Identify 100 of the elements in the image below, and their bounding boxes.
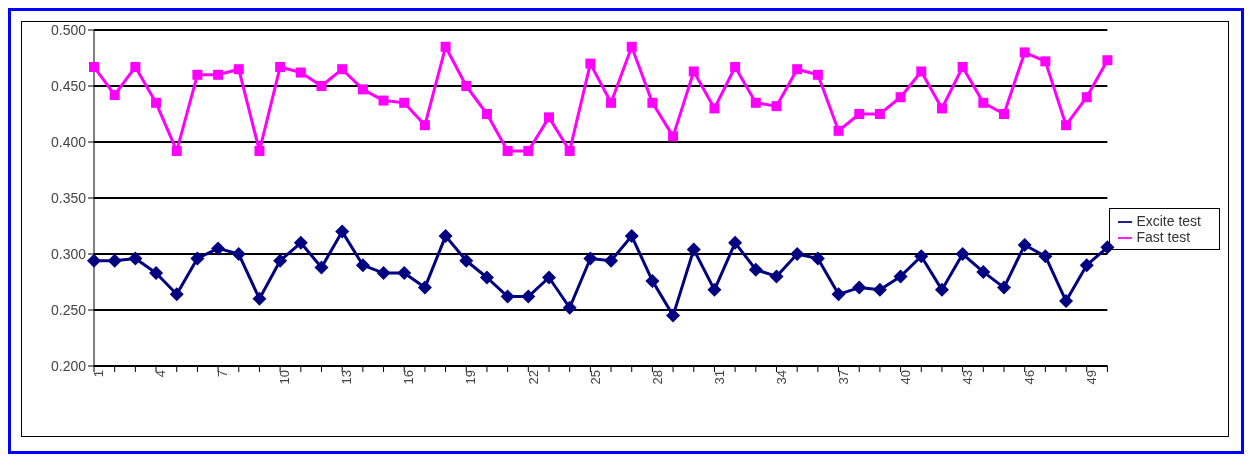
point bbox=[748, 262, 763, 277]
point bbox=[502, 145, 513, 156]
point bbox=[169, 287, 184, 302]
point bbox=[978, 97, 989, 108]
point bbox=[355, 258, 370, 273]
point bbox=[668, 131, 679, 142]
point bbox=[872, 282, 887, 297]
point bbox=[688, 66, 699, 77]
point bbox=[128, 251, 143, 266]
point bbox=[1040, 56, 1051, 67]
point bbox=[562, 300, 577, 315]
point bbox=[709, 103, 720, 114]
point bbox=[87, 253, 101, 268]
x-tick-label: 10 bbox=[277, 370, 293, 385]
x-tick-label: 1 bbox=[91, 370, 107, 378]
y-tick-label: 0.300 bbox=[50, 245, 87, 262]
point bbox=[273, 253, 288, 268]
point bbox=[107, 253, 122, 268]
point bbox=[211, 241, 226, 256]
point bbox=[293, 235, 308, 250]
point bbox=[769, 269, 784, 284]
point bbox=[481, 109, 492, 119]
point bbox=[790, 247, 805, 261]
point bbox=[686, 242, 701, 257]
y-tick-label: 0.500 bbox=[50, 21, 87, 38]
point bbox=[707, 282, 722, 297]
x-tick-label: 22 bbox=[525, 370, 541, 385]
point bbox=[397, 266, 412, 281]
x-tick-label: 43 bbox=[959, 370, 975, 385]
point bbox=[337, 64, 348, 75]
y-tick-label: 0.400 bbox=[50, 133, 87, 150]
point bbox=[109, 89, 120, 100]
point bbox=[976, 264, 991, 279]
x-tick-label: 4 bbox=[153, 370, 169, 378]
point bbox=[459, 253, 474, 268]
point bbox=[624, 229, 639, 244]
legend-label: Excite test bbox=[1136, 212, 1201, 229]
x-tick-label: 31 bbox=[711, 370, 727, 385]
point bbox=[893, 269, 908, 284]
point bbox=[564, 145, 575, 156]
x-tick-label: 34 bbox=[773, 370, 789, 385]
point bbox=[1081, 92, 1092, 103]
point bbox=[604, 253, 619, 268]
point bbox=[792, 64, 803, 75]
x-tick-label: 49 bbox=[1083, 370, 1099, 385]
point bbox=[957, 61, 968, 72]
x-tick-label: 28 bbox=[649, 370, 665, 385]
point bbox=[275, 61, 286, 72]
point bbox=[583, 251, 598, 266]
point bbox=[542, 270, 556, 285]
x-tick-label: 25 bbox=[587, 370, 603, 385]
point bbox=[461, 81, 472, 91]
point bbox=[955, 247, 970, 261]
point bbox=[874, 109, 885, 119]
point bbox=[399, 97, 410, 108]
point bbox=[252, 291, 267, 306]
point bbox=[750, 97, 761, 108]
point bbox=[130, 61, 141, 72]
point bbox=[1059, 294, 1074, 309]
point bbox=[999, 109, 1009, 119]
point bbox=[997, 280, 1011, 295]
point bbox=[335, 224, 350, 239]
x-tick-label: 19 bbox=[463, 370, 479, 385]
point bbox=[771, 101, 782, 112]
point bbox=[233, 64, 244, 75]
point bbox=[606, 97, 617, 108]
point bbox=[378, 95, 389, 106]
point bbox=[934, 282, 949, 297]
point bbox=[357, 84, 368, 95]
x-tick-label: 40 bbox=[897, 370, 913, 385]
point bbox=[833, 125, 844, 136]
point bbox=[190, 251, 205, 266]
y-tick-label: 0.450 bbox=[50, 77, 87, 94]
x-tick-label: 13 bbox=[339, 370, 355, 385]
point bbox=[500, 289, 515, 304]
point bbox=[730, 61, 741, 72]
point bbox=[585, 58, 596, 69]
point bbox=[151, 97, 162, 108]
point bbox=[914, 249, 929, 264]
point bbox=[254, 145, 265, 156]
point bbox=[417, 280, 432, 295]
point bbox=[231, 247, 246, 261]
y-tick-label: 0.200 bbox=[50, 357, 87, 374]
legend-label: Fast test bbox=[1136, 229, 1191, 245]
point bbox=[852, 280, 867, 295]
point bbox=[521, 289, 536, 304]
x-tick-label: 16 bbox=[401, 370, 417, 385]
point bbox=[376, 266, 391, 281]
point bbox=[316, 81, 327, 91]
point bbox=[544, 112, 554, 123]
point bbox=[149, 266, 164, 281]
point bbox=[295, 67, 306, 78]
x-tick-label: 7 bbox=[215, 370, 231, 378]
point bbox=[171, 145, 182, 156]
point bbox=[895, 92, 906, 103]
point bbox=[1038, 249, 1053, 264]
y-tick-label: 0.350 bbox=[50, 189, 87, 206]
point bbox=[626, 41, 637, 52]
point bbox=[645, 273, 660, 288]
point bbox=[1100, 240, 1115, 255]
